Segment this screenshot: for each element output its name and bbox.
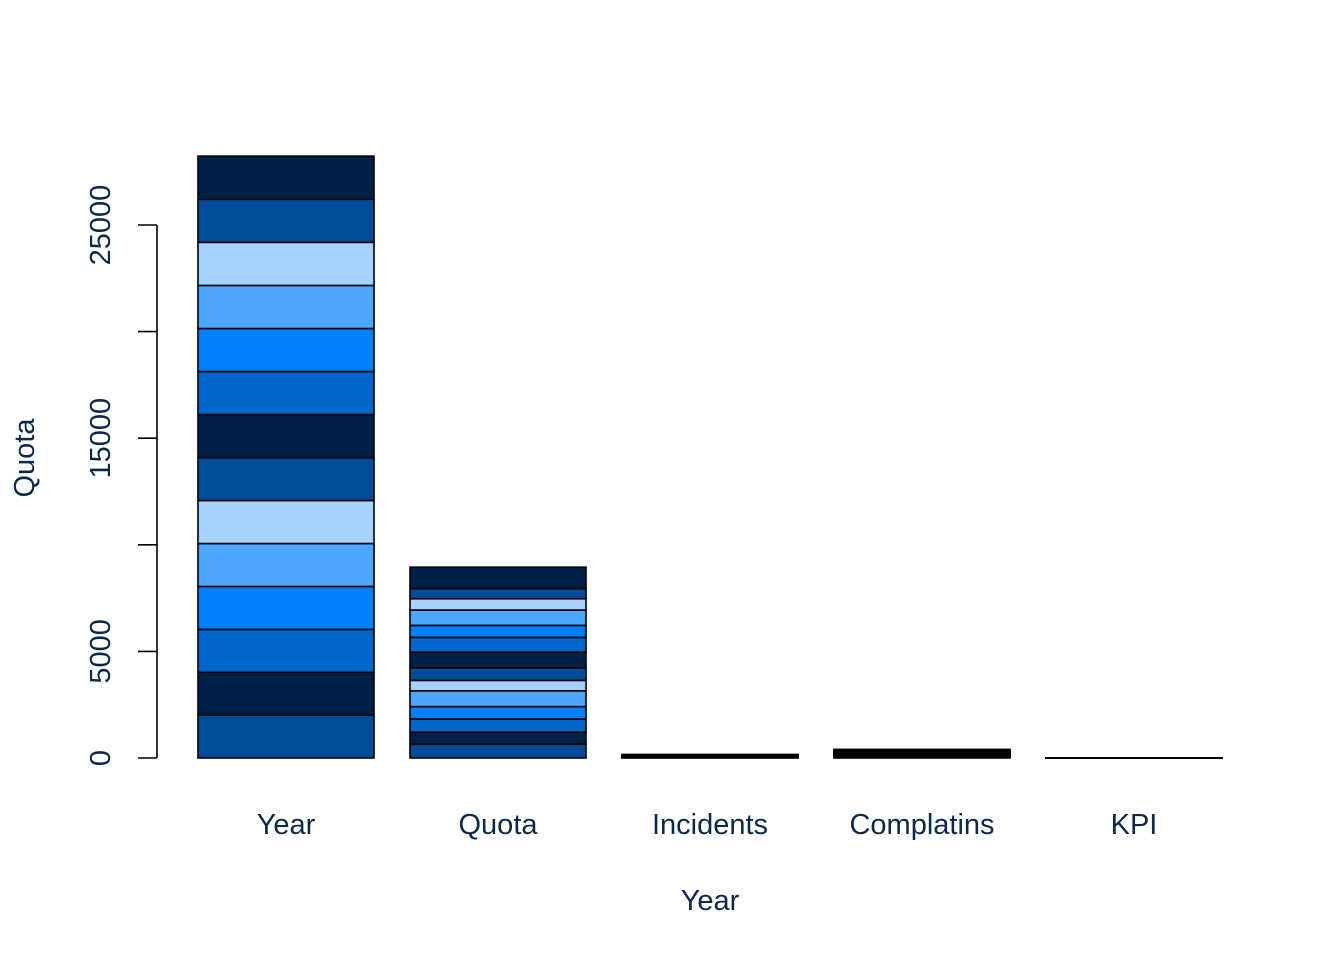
bar-segment	[409, 636, 587, 654]
bar-segment	[409, 731, 587, 745]
bar-stack-quota	[409, 566, 587, 759]
bar-stack-year	[197, 155, 375, 759]
bar-segment	[197, 284, 375, 330]
bar-segment	[409, 690, 587, 708]
x-axis-labels: Year Quota Incidents Complatins KPI	[257, 809, 1158, 841]
bar-segment	[409, 651, 587, 669]
x-tick-label: Incidents	[652, 809, 768, 841]
x-tick-label: KPI	[1111, 809, 1158, 841]
bar-segment	[197, 456, 375, 502]
bar-segment	[197, 155, 375, 201]
bar-stack-complatins	[833, 748, 1011, 759]
bar-segment	[409, 624, 587, 639]
bar-segment	[409, 587, 587, 600]
bar-segment	[197, 585, 375, 631]
bar-segment	[197, 714, 375, 759]
bar-segment	[409, 566, 587, 590]
x-tick-label: Year	[257, 809, 316, 841]
bar-segment	[197, 628, 375, 674]
bars-group	[197, 155, 1223, 759]
bar-segment	[197, 499, 375, 545]
bar-segment	[197, 370, 375, 416]
y-tick-label: 15000	[85, 398, 117, 479]
bar-segment	[197, 542, 375, 588]
bar-segment	[409, 718, 587, 734]
bar-segment	[409, 597, 587, 611]
bar-segment	[197, 241, 375, 287]
bar-stack-incidents	[621, 753, 799, 759]
y-axis: 0 5000 15000 25000	[85, 185, 158, 766]
bar-segment	[409, 705, 587, 720]
bar-segment	[409, 667, 587, 682]
bar-segment	[833, 748, 1011, 751]
bar-segment	[197, 671, 375, 716]
y-tick-label: 5000	[85, 619, 117, 684]
y-axis-title: Quota	[9, 418, 41, 498]
bar-segment	[197, 413, 375, 459]
x-axis-title: Year	[681, 885, 740, 917]
bar-segment	[409, 679, 587, 692]
bar-segment	[197, 198, 375, 244]
y-tick-label: 0	[85, 750, 117, 766]
bar-segment	[197, 327, 375, 373]
bar-segment	[409, 609, 587, 627]
x-tick-label: Quota	[459, 809, 539, 841]
bar-segment	[409, 743, 587, 759]
x-tick-label: Complatins	[849, 809, 994, 841]
y-tick-label: 25000	[85, 185, 117, 266]
